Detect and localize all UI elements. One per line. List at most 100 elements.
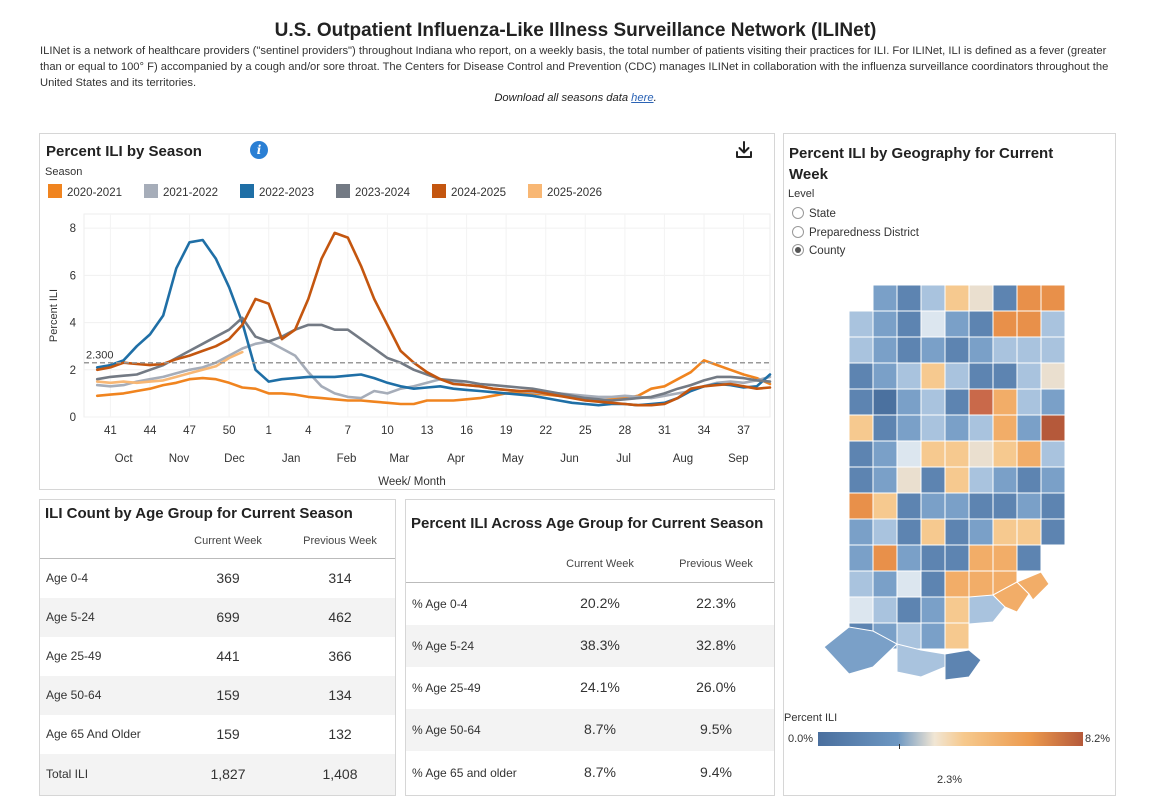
county-shape[interactable] xyxy=(872,440,898,468)
county-shape[interactable] xyxy=(896,570,922,598)
county-shape[interactable] xyxy=(944,492,970,520)
county-shape[interactable] xyxy=(1040,414,1066,442)
county-shape[interactable] xyxy=(920,388,946,416)
county-shape[interactable] xyxy=(872,284,898,312)
county-shape[interactable] xyxy=(872,414,898,442)
county-shape[interactable] xyxy=(848,492,874,520)
legend-item-2024-2025[interactable]: 2024-2025 xyxy=(432,184,506,199)
county-shape[interactable] xyxy=(872,388,898,416)
county-shape[interactable] xyxy=(992,518,1018,546)
county-shape[interactable] xyxy=(992,544,1018,572)
radio-button[interactable] xyxy=(792,226,804,238)
county-shape[interactable] xyxy=(944,622,970,650)
county-shape[interactable] xyxy=(968,570,994,598)
county-shape[interactable] xyxy=(896,518,922,546)
county-shape[interactable] xyxy=(992,284,1018,312)
county-shape[interactable] xyxy=(992,581,1030,613)
county-shape[interactable] xyxy=(920,310,946,338)
county-shape[interactable] xyxy=(968,414,994,442)
county-shape[interactable] xyxy=(944,310,970,338)
download-link[interactable]: here xyxy=(631,92,654,104)
county-shape[interactable] xyxy=(968,388,994,416)
county-shape[interactable] xyxy=(1016,284,1042,312)
county-shape[interactable] xyxy=(1040,284,1066,312)
radio-button[interactable] xyxy=(792,207,804,219)
county-shape[interactable] xyxy=(848,414,874,442)
county-shape[interactable] xyxy=(1016,336,1042,364)
county-shape[interactable] xyxy=(896,544,922,572)
county-shape[interactable] xyxy=(920,466,946,494)
county-shape[interactable] xyxy=(944,649,982,681)
county-shape[interactable] xyxy=(872,596,898,624)
county-shape[interactable] xyxy=(992,466,1018,494)
county-shape[interactable] xyxy=(944,362,970,390)
county-shape[interactable] xyxy=(920,362,946,390)
county-shape[interactable] xyxy=(1040,518,1066,546)
county-shape[interactable] xyxy=(944,570,970,598)
county-shape[interactable] xyxy=(968,336,994,364)
county-shape[interactable] xyxy=(968,594,1006,625)
county-shape[interactable] xyxy=(944,284,970,312)
county-shape[interactable] xyxy=(1016,492,1042,520)
radio-button[interactable] xyxy=(792,244,804,256)
info-icon[interactable]: i xyxy=(250,141,268,159)
county-shape[interactable] xyxy=(1040,466,1066,494)
level-option-preparedness-district[interactable]: Preparedness District xyxy=(792,226,919,239)
county-shape[interactable] xyxy=(920,544,946,572)
county-shape[interactable] xyxy=(848,336,874,364)
county-shape[interactable] xyxy=(896,310,922,338)
county-shape[interactable] xyxy=(848,362,874,390)
county-shape[interactable] xyxy=(968,466,994,494)
county-shape[interactable] xyxy=(920,336,946,364)
county-shape[interactable] xyxy=(920,284,946,312)
county-shape[interactable] xyxy=(848,518,874,546)
county-shape[interactable] xyxy=(968,284,994,312)
county-shape[interactable] xyxy=(992,440,1018,468)
county-shape[interactable] xyxy=(1016,440,1042,468)
county-shape[interactable] xyxy=(872,518,898,546)
county-shape[interactable] xyxy=(920,414,946,442)
county-shape[interactable] xyxy=(896,440,922,468)
county-shape[interactable] xyxy=(848,440,874,468)
county-shape[interactable] xyxy=(1016,362,1042,390)
county-shape[interactable] xyxy=(968,518,994,546)
county-shape[interactable] xyxy=(848,570,874,598)
download-icon[interactable] xyxy=(734,140,754,160)
county-shape[interactable] xyxy=(848,544,874,572)
county-shape[interactable] xyxy=(896,466,922,494)
county-shape[interactable] xyxy=(872,544,898,572)
legend-item-2020-2021[interactable]: 2020-2021 xyxy=(48,184,122,199)
county-shape[interactable] xyxy=(920,492,946,520)
legend-item-2023-2024[interactable]: 2023-2024 xyxy=(336,184,410,199)
county-shape[interactable] xyxy=(944,414,970,442)
county-shape[interactable] xyxy=(1016,518,1042,546)
county-shape[interactable] xyxy=(1016,571,1050,601)
county-shape[interactable] xyxy=(896,284,922,312)
county-shape[interactable] xyxy=(992,336,1018,364)
county-shape[interactable] xyxy=(968,310,994,338)
county-shape[interactable] xyxy=(992,414,1018,442)
legend-item-2025-2026[interactable]: 2025-2026 xyxy=(528,184,602,199)
county-shape[interactable] xyxy=(968,544,994,572)
county-shape[interactable] xyxy=(848,388,874,416)
county-shape[interactable] xyxy=(1016,414,1042,442)
county-shape[interactable] xyxy=(1016,544,1042,572)
county-shape[interactable] xyxy=(1040,440,1066,468)
county-shape[interactable] xyxy=(872,466,898,494)
county-shape[interactable] xyxy=(992,388,1018,416)
county-shape[interactable] xyxy=(896,336,922,364)
county-shape[interactable] xyxy=(872,310,898,338)
county-shape[interactable] xyxy=(920,622,946,650)
county-shape[interactable] xyxy=(944,388,970,416)
county-shape[interactable] xyxy=(944,466,970,494)
level-option-state[interactable]: State xyxy=(792,207,836,220)
county-shape[interactable] xyxy=(896,492,922,520)
county-shape[interactable] xyxy=(896,596,922,624)
county-shape[interactable] xyxy=(992,492,1018,520)
county-shape[interactable] xyxy=(944,440,970,468)
county-shape[interactable] xyxy=(1040,310,1066,338)
county-shape[interactable] xyxy=(944,596,970,624)
county-shape[interactable] xyxy=(920,440,946,468)
county-shape[interactable] xyxy=(896,414,922,442)
